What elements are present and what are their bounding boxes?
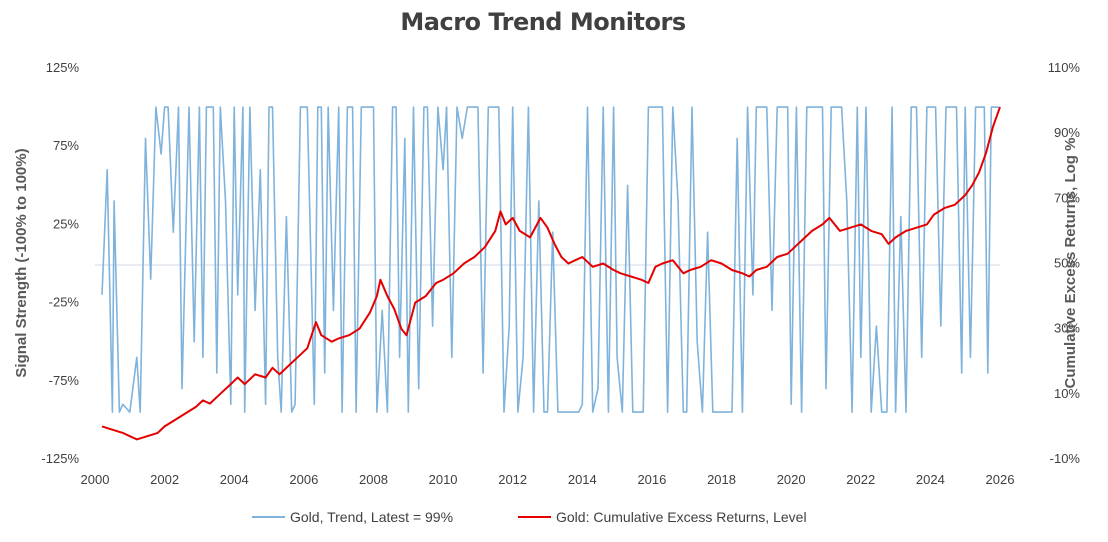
left-tick-label: 75% [53,138,79,153]
chart-title: Macro Trend Monitors [400,8,685,36]
left-tick-label: 125% [46,60,80,75]
right-axis-title: Cumulative Excess Returns, Log % [1062,138,1079,389]
x-tick-label: 2018 [707,472,736,487]
x-tick-label: 2012 [498,472,527,487]
x-tick-label: 2016 [637,472,666,487]
x-tick-label: 2010 [429,472,458,487]
x-axis-ticks: 2000 2002 2004 2006 2008 2010 2012 2014 2016 2018… [81,472,1015,487]
right-tick-label: -10% [1050,451,1081,466]
left-axis-ticks: 125% 75% 25% -25% -75% -125% [41,60,79,466]
x-tick-label: 2002 [150,472,179,487]
x-tick-label: 2026 [986,472,1015,487]
series-layer [101,106,1001,441]
x-tick-label: 2020 [777,472,806,487]
right-axis-ticks: 110% 90% 70% 50% 30% 10% -10% [1048,60,1081,466]
right-tick-label: 70% [1054,190,1080,205]
x-tick-label: 2022 [846,472,875,487]
x-tick-label: 2000 [81,472,110,487]
x-tick-label: 2024 [916,472,945,487]
x-tick-label: 2008 [359,472,388,487]
left-tick-label: 25% [53,216,79,231]
left-axis-title: Signal Strength (-100% to 100%) [13,148,30,377]
legend-label-trend: Gold, Trend, Latest = 99% [290,509,453,525]
series-line-returns [101,106,1001,441]
right-tick-label: 110% [1048,60,1081,75]
series-line-trend [101,106,1001,413]
left-tick-label: -75% [49,373,80,388]
right-tick-label: 30% [1054,321,1080,336]
right-tick-label: 90% [1054,125,1080,140]
x-tick-label: 2014 [568,472,597,487]
x-tick-label: 2006 [289,472,318,487]
right-tick-label: 10% [1054,386,1080,401]
right-tick-label: 50% [1054,256,1080,271]
left-tick-label: -125% [41,451,79,466]
legend-label-returns: Gold: Cumulative Excess Returns, Level [556,509,807,525]
legend: Gold, Trend, Latest = 99% Gold: Cumulati… [252,509,807,525]
left-tick-label: -25% [49,295,80,310]
x-tick-label: 2004 [220,472,249,487]
